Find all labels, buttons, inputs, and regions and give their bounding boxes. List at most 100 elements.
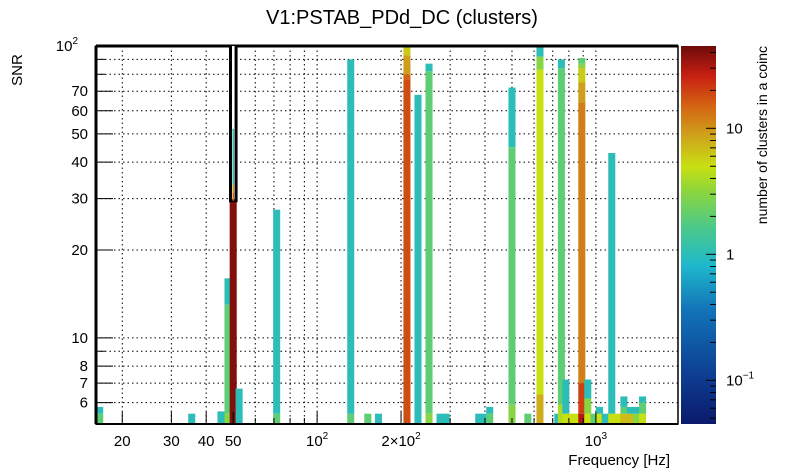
heatmap-cell bbox=[620, 406, 628, 414]
x-tick-label: 2×102 bbox=[381, 431, 421, 450]
heatmap-cell bbox=[578, 383, 586, 414]
heatmap-cell bbox=[273, 209, 281, 414]
y-tick-label: 6 bbox=[80, 395, 88, 412]
heatmap-cell bbox=[608, 152, 616, 414]
heatmap-cell bbox=[639, 413, 647, 424]
heatmap-cell bbox=[232, 128, 235, 185]
heatmap-cell bbox=[374, 413, 383, 424]
heatmap-cell bbox=[557, 404, 565, 424]
heatmap-cell bbox=[562, 413, 570, 424]
heatmap-cell bbox=[486, 406, 494, 414]
axes: 20 30 40 50 102 2×102 103 6 78 10 20 30 40 50 60 70 102 bbox=[56, 36, 679, 450]
colorbar bbox=[681, 46, 716, 424]
heatmap-cell bbox=[601, 413, 609, 424]
heatmap-cell bbox=[578, 82, 586, 103]
heatmap-cell bbox=[229, 200, 237, 424]
heatmap-cell bbox=[235, 388, 243, 424]
heatmap-cells bbox=[96, 46, 647, 425]
heatmap-cell bbox=[96, 413, 104, 424]
heatmap-cell bbox=[633, 413, 641, 424]
heatmap-cell bbox=[475, 413, 483, 424]
heatmap-cell bbox=[224, 278, 232, 305]
heatmap-cell bbox=[578, 413, 586, 424]
heatmap-cell bbox=[639, 396, 647, 403]
heatmap-cell bbox=[403, 46, 411, 56]
heatmap-cell bbox=[614, 413, 622, 424]
heatmap-cell bbox=[567, 413, 575, 424]
x-tick-label: 30 bbox=[163, 433, 180, 450]
heatmap-cell bbox=[626, 413, 634, 424]
heatmap-cell bbox=[633, 406, 641, 414]
colorbar-tick-label: 10−1 bbox=[726, 370, 755, 389]
heatmap-cell bbox=[224, 413, 232, 424]
y-tick-label: 20 bbox=[71, 242, 88, 259]
x-axis-label: Frequency [Hz] bbox=[568, 452, 670, 469]
plot-frame bbox=[95, 45, 679, 425]
grid-lines bbox=[96, 45, 678, 424]
heatmap-cell bbox=[608, 413, 616, 424]
heatmap-cell bbox=[425, 413, 433, 424]
heatmap-cell bbox=[584, 379, 592, 399]
y-tick-label: 10 bbox=[71, 330, 88, 347]
heatmap-cell bbox=[626, 406, 634, 414]
heatmap-cell bbox=[536, 56, 544, 70]
heatmap-cell bbox=[590, 413, 598, 424]
heatmap-cell bbox=[273, 413, 281, 424]
x-tick-label: 102 bbox=[306, 431, 329, 450]
heatmap-cell bbox=[347, 413, 355, 424]
heatmap-cell bbox=[572, 413, 580, 424]
heatmap-cell bbox=[188, 413, 196, 424]
heatmap-cell bbox=[620, 413, 628, 424]
heatmap-cell bbox=[347, 59, 355, 414]
heatmap-cell bbox=[425, 71, 433, 414]
x-tick-label: 40 bbox=[198, 433, 215, 450]
x-tick-label: 20 bbox=[114, 433, 131, 450]
heatmap-cell bbox=[442, 413, 450, 424]
heatmap-cell bbox=[584, 398, 592, 414]
heatmap-cell bbox=[536, 69, 544, 395]
heatmap-cell bbox=[578, 63, 586, 69]
colorbar-tick-label: 1 bbox=[726, 246, 734, 263]
y-tick-label: 102 bbox=[56, 36, 79, 55]
heatmap-cell bbox=[554, 413, 562, 424]
heatmap-cell bbox=[595, 413, 604, 424]
colorbar-tick-label: 10 bbox=[726, 120, 743, 137]
heatmap-cell bbox=[639, 402, 647, 414]
heatmap-cell bbox=[224, 304, 232, 414]
heatmap-cell bbox=[508, 147, 516, 405]
heatmap-cell bbox=[595, 406, 604, 414]
y-tick-label: 60 bbox=[71, 103, 88, 120]
heatmap-cell bbox=[557, 59, 565, 69]
heatmap-cell bbox=[578, 57, 586, 64]
heatmap-cell bbox=[524, 413, 532, 424]
x-tick-label: 50 bbox=[225, 433, 242, 450]
heatmap-cell bbox=[578, 102, 586, 384]
y-axis-label: SNR bbox=[9, 54, 26, 86]
heatmap-cell bbox=[508, 404, 516, 424]
x-tick-label: 103 bbox=[585, 431, 608, 450]
heatmap-cell bbox=[480, 413, 488, 424]
heatmap-cell bbox=[536, 46, 544, 57]
heatmap-cell bbox=[217, 411, 225, 424]
heatmap-cell bbox=[232, 192, 235, 201]
heatmap-cell bbox=[436, 413, 444, 424]
heatmap-cell bbox=[508, 87, 516, 148]
heatmap-cell bbox=[578, 68, 586, 83]
colorbar-label: number of clusters in a coinc bbox=[754, 46, 770, 224]
heatmap-cell bbox=[403, 74, 411, 80]
y-tick-label: 50 bbox=[71, 126, 88, 143]
heatmap-cell bbox=[425, 63, 433, 72]
heatmap-cell bbox=[403, 79, 411, 425]
chart-title: V1:PSTAB_PDd_DC (clusters) bbox=[266, 7, 538, 29]
y-tick-label: 70 bbox=[71, 83, 88, 100]
y-tick-label: 8 bbox=[80, 358, 88, 375]
heatmap-cell bbox=[584, 413, 592, 424]
heatmap-cell bbox=[414, 94, 422, 424]
y-tick-label: 40 bbox=[71, 154, 88, 171]
colorbar-ticks: 10−1 1 10 bbox=[706, 51, 755, 419]
y-tick-label: 30 bbox=[71, 191, 88, 208]
heatmap-cell bbox=[232, 184, 235, 193]
heatmap-cell bbox=[96, 406, 104, 414]
heatmap-cell bbox=[536, 394, 544, 424]
